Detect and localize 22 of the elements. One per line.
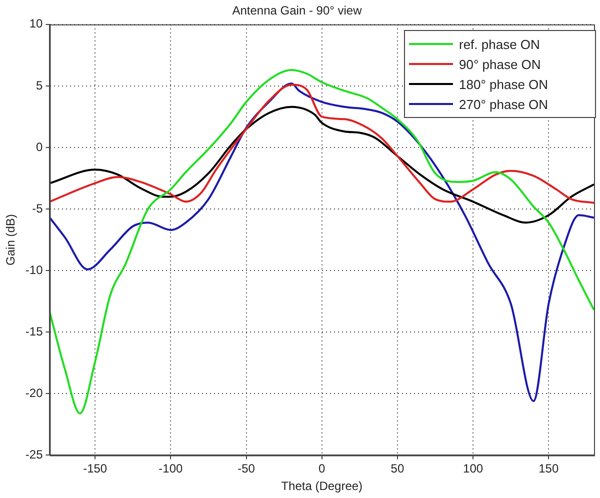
x-tick-label: 150 — [538, 462, 559, 476]
legend-label: 270° phase ON — [459, 96, 548, 112]
y-axis-title: Gain (dB) — [4, 214, 18, 266]
legend-label: ref. phase ON — [459, 36, 540, 52]
y-tick-label: -5 — [32, 201, 44, 216]
legend-label: 90° phase ON — [459, 56, 541, 72]
x-tick-label: 0 — [318, 462, 326, 476]
y-tick-label: 10 — [29, 16, 44, 31]
y-tick-label: -25 — [25, 448, 44, 462]
x-tick-label: 50 — [390, 462, 404, 476]
y-tick-label: -10 — [25, 262, 44, 277]
y-tick-label: -15 — [25, 324, 44, 338]
y-tick-label: 5 — [36, 78, 44, 92]
x-tick-label: -100 — [158, 462, 184, 476]
x-axis-title: Theta (Degree) — [281, 479, 363, 494]
y-tick-label: 0 — [36, 140, 44, 154]
x-tick-label: -50 — [238, 462, 256, 476]
x-tick-label: 100 — [463, 462, 484, 476]
x-tick-label: -150 — [83, 462, 108, 476]
chart-title: Antenna Gain - 90° view — [232, 4, 362, 18]
legend-label: 180° phase ON — [459, 76, 548, 92]
y-tick-label: -20 — [25, 386, 44, 400]
